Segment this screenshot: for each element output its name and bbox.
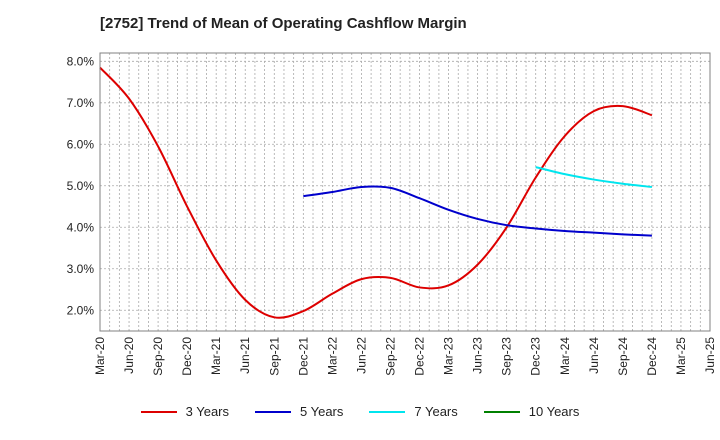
x-tick-label: Jun-21	[238, 337, 252, 374]
grid-lines	[99, 53, 711, 331]
x-tick-label: Jun-23	[471, 337, 485, 374]
legend-label: 10 Years	[528, 404, 580, 419]
x-tick-label: Dec-20	[180, 337, 194, 376]
x-tick-label: Sep-23	[500, 337, 514, 376]
series-line-3-years	[99, 66, 653, 319]
y-tick-label: 6.0%	[67, 137, 95, 151]
legend-label: 3 Years	[185, 404, 229, 419]
x-tick-label: Mar-21	[209, 337, 223, 375]
x-tick-label: Mar-23	[442, 337, 456, 375]
x-tick-label: Mar-20	[93, 337, 107, 375]
x-tick-label: Sep-22	[383, 337, 397, 376]
legend-swatch	[483, 410, 520, 413]
y-tick-label: 3.0%	[67, 262, 95, 276]
x-tick-label: Dec-21	[296, 337, 310, 376]
y-tick-label: 7.0%	[67, 96, 95, 110]
legend-label: 5 Years	[300, 404, 344, 419]
legend-item: 3 Years	[140, 404, 229, 419]
plot-frame	[99, 52, 711, 332]
x-tick-label: Jun-25	[703, 337, 717, 374]
legend-item: 7 Years	[369, 404, 458, 419]
series-lines	[99, 66, 653, 319]
chart-title: [2752] Trend of Mean of Operating Cashfl…	[100, 15, 467, 32]
series-line-7-years	[535, 166, 653, 189]
legend-item: 5 Years	[255, 404, 343, 419]
legend-swatch	[255, 410, 291, 413]
x-tick-label: Mar-25	[674, 337, 688, 375]
axis-labels: 2.0% 3.0% 4.0% 5.0% 6.0% 7.0% 8.0% Mar-20 Jun-20…	[67, 54, 717, 375]
legend-swatch	[140, 410, 177, 413]
y-tick-label: 2.0%	[67, 303, 95, 317]
x-tick-label: Dec-22	[413, 337, 427, 376]
x-tick-label: Sep-24	[616, 337, 630, 376]
x-tick-label: Dec-23	[529, 337, 543, 376]
x-tick-label: Sep-21	[267, 337, 281, 376]
x-tick-label: Mar-22	[325, 337, 339, 375]
x-tick-label: Jun-24	[587, 337, 601, 374]
y-tick-label: 4.0%	[67, 220, 95, 234]
x-tick-label: Jun-20	[122, 337, 136, 374]
legend-label: 7 Years	[414, 404, 458, 419]
y-tick-label: 5.0%	[67, 179, 95, 193]
legend-item: 10 Years	[483, 404, 580, 419]
y-tick-label: 8.0%	[67, 54, 95, 68]
legend: 3 Years 5 Years 7 Years 10 Years	[0, 404, 720, 419]
x-tick-label: Jun-22	[354, 337, 368, 374]
series-line-5-years	[303, 185, 652, 237]
x-tick-label: Mar-24	[558, 337, 572, 375]
legend-swatch	[369, 410, 406, 413]
x-tick-label: Dec-24	[645, 337, 659, 376]
x-tick-label: Sep-20	[151, 337, 165, 376]
